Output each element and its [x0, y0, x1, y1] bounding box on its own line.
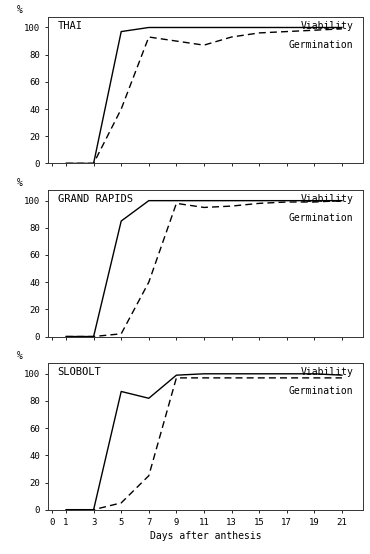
- Text: Germination: Germination: [289, 387, 353, 397]
- Text: Viability: Viability: [300, 194, 353, 204]
- Text: Germination: Germination: [289, 40, 353, 50]
- Text: Germination: Germination: [289, 213, 353, 223]
- Text: %: %: [17, 5, 23, 15]
- Text: Viability: Viability: [300, 21, 353, 31]
- X-axis label: Days after anthesis: Days after anthesis: [149, 531, 261, 541]
- Text: GRAND RAPIDS: GRAND RAPIDS: [58, 194, 132, 204]
- Text: SLOBOLT: SLOBOLT: [58, 367, 101, 377]
- Text: %: %: [17, 178, 23, 188]
- Text: Viability: Viability: [300, 367, 353, 377]
- Text: THAI: THAI: [58, 21, 83, 31]
- Text: %: %: [17, 351, 23, 361]
